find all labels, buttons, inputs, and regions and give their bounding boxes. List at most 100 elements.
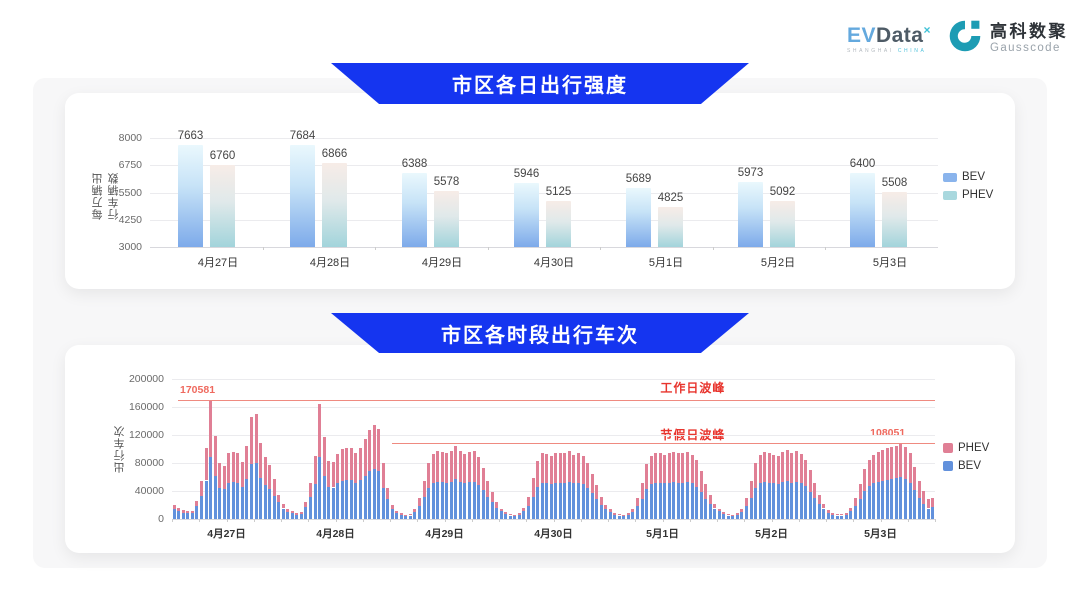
stacked-bar-phev[interactable] (695, 460, 699, 487)
stacked-bar-phev[interactable] (349, 447, 353, 480)
stacked-bar-phev[interactable] (499, 508, 503, 512)
stacked-bar-phev[interactable] (763, 451, 767, 482)
stacked-bar-bev[interactable] (249, 464, 253, 519)
stacked-bar-phev[interactable] (340, 449, 344, 481)
stacked-bar-phev[interactable] (804, 459, 808, 487)
stacked-bar-bev[interactable] (695, 486, 699, 519)
stacked-bar-phev[interactable] (531, 478, 535, 497)
stacked-bar-bev[interactable] (445, 482, 449, 519)
stacked-bar-bev[interactable] (527, 505, 531, 519)
stacked-bar-bev[interactable] (390, 509, 394, 519)
stacked-bar-phev[interactable] (381, 463, 385, 488)
stacked-bar-phev[interactable] (840, 514, 844, 516)
stacked-bar-bev[interactable] (295, 514, 299, 519)
stacked-bar-bev[interactable] (281, 508, 285, 519)
stacked-bar-bev[interactable] (322, 475, 326, 519)
stacked-bar-phev[interactable] (218, 463, 222, 488)
stacked-bar-bev[interactable] (613, 514, 617, 519)
stacked-bar-bev[interactable] (854, 506, 858, 519)
stacked-bar-bev[interactable] (835, 515, 839, 519)
stacked-bar-phev[interactable] (177, 507, 181, 512)
stacked-bar-phev[interactable] (427, 463, 431, 489)
stacked-bar-bev[interactable] (858, 499, 862, 519)
stacked-bar-bev[interactable] (259, 478, 263, 519)
stacked-bar-phev[interactable] (290, 511, 294, 514)
stacked-bar-phev[interactable] (899, 443, 903, 477)
stacked-bar-bev[interactable] (399, 514, 403, 519)
stacked-bar-bev[interactable] (222, 488, 226, 519)
stacked-bar-phev[interactable] (676, 452, 680, 483)
stacked-bar-phev[interactable] (413, 509, 417, 512)
legend-item-bev[interactable]: BEV (943, 460, 989, 472)
stacked-bar-phev[interactable] (527, 496, 531, 506)
stacked-bar-bev[interactable] (672, 481, 676, 519)
stacked-bar-bev[interactable] (240, 486, 244, 519)
stacked-bar-phev[interactable] (463, 453, 467, 484)
stacked-bar-phev[interactable] (213, 436, 217, 476)
stacked-bar-phev[interactable] (517, 513, 521, 515)
stacked-bar-bev[interactable] (377, 470, 381, 519)
stacked-bar-phev[interactable] (327, 460, 331, 487)
stacked-bar-bev[interactable] (831, 514, 835, 519)
stacked-bar-bev[interactable] (290, 513, 294, 519)
stacked-bar-phev[interactable] (263, 457, 267, 486)
stacked-bar-phev[interactable] (690, 454, 694, 484)
stacked-bar-bev[interactable] (599, 505, 603, 519)
stacked-bar-bev[interactable] (754, 488, 758, 519)
stacked-bar-phev[interactable] (922, 491, 926, 504)
stacked-bar-bev[interactable] (231, 481, 235, 519)
stacked-bar-phev[interactable] (440, 451, 444, 482)
stacked-bar-bev[interactable] (368, 471, 372, 519)
stacked-bar-phev[interactable] (495, 502, 499, 508)
stacked-bar-phev[interactable] (536, 460, 540, 487)
stacked-bar-bev[interactable] (309, 497, 313, 519)
stacked-bar-phev[interactable] (858, 484, 862, 500)
stacked-bar-phev[interactable] (903, 446, 907, 480)
stacked-bar-phev[interactable] (581, 456, 585, 484)
stacked-bar-phev[interactable] (486, 480, 490, 497)
stacked-bar-bev[interactable] (894, 478, 898, 519)
stacked-bar-bev[interactable] (763, 481, 767, 519)
stacked-bar-phev[interactable] (844, 512, 848, 515)
stacked-bar-phev[interactable] (663, 454, 667, 484)
phev-bar[interactable] (882, 192, 907, 247)
stacked-bar-bev[interactable] (413, 512, 417, 519)
stacked-bar-phev[interactable] (431, 453, 435, 484)
stacked-bar-phev[interactable] (268, 465, 272, 489)
stacked-bar-phev[interactable] (622, 514, 626, 517)
stacked-bar-phev[interactable] (822, 503, 826, 509)
phev-bar[interactable] (322, 162, 347, 247)
stacked-bar-bev[interactable] (200, 495, 204, 519)
stacked-bar-bev[interactable] (386, 498, 390, 519)
stacked-bar-phev[interactable] (854, 498, 858, 507)
stacked-bar-bev[interactable] (645, 488, 649, 519)
stacked-bar-phev[interactable] (586, 463, 590, 489)
stacked-bar-phev[interactable] (481, 467, 485, 491)
stacked-bar-phev[interactable] (758, 454, 762, 484)
bev-bar[interactable] (178, 145, 203, 247)
stacked-bar-phev[interactable] (272, 479, 276, 496)
stacked-bar-phev[interactable] (490, 492, 494, 503)
stacked-bar-phev[interactable] (245, 445, 249, 480)
stacked-bar-bev[interactable] (218, 487, 222, 519)
stacked-bar-phev[interactable] (636, 498, 640, 507)
stacked-bar-phev[interactable] (259, 443, 263, 479)
stacked-bar-phev[interactable] (626, 513, 630, 515)
stacked-bar-phev[interactable] (658, 453, 662, 483)
stacked-bar-phev[interactable] (408, 514, 412, 516)
stacked-bar-bev[interactable] (704, 498, 708, 519)
stacked-bar-phev[interactable] (567, 451, 571, 482)
stacked-bar-phev[interactable] (749, 481, 753, 498)
stacked-bar-bev[interactable] (794, 481, 798, 519)
stacked-bar-bev[interactable] (277, 502, 281, 519)
stacked-bar-bev[interactable] (463, 483, 467, 519)
stacked-bar-phev[interactable] (549, 456, 553, 484)
stacked-bar-phev[interactable] (831, 512, 835, 515)
stacked-bar-bev[interactable] (504, 514, 508, 519)
stacked-bar-phev[interactable] (395, 510, 399, 514)
stacked-bar-phev[interactable] (472, 451, 476, 482)
stacked-bar-phev[interactable] (649, 456, 653, 484)
stacked-bar-phev[interactable] (249, 416, 253, 465)
stacked-bar-bev[interactable] (654, 482, 658, 519)
stacked-bar-phev[interactable] (422, 480, 426, 498)
